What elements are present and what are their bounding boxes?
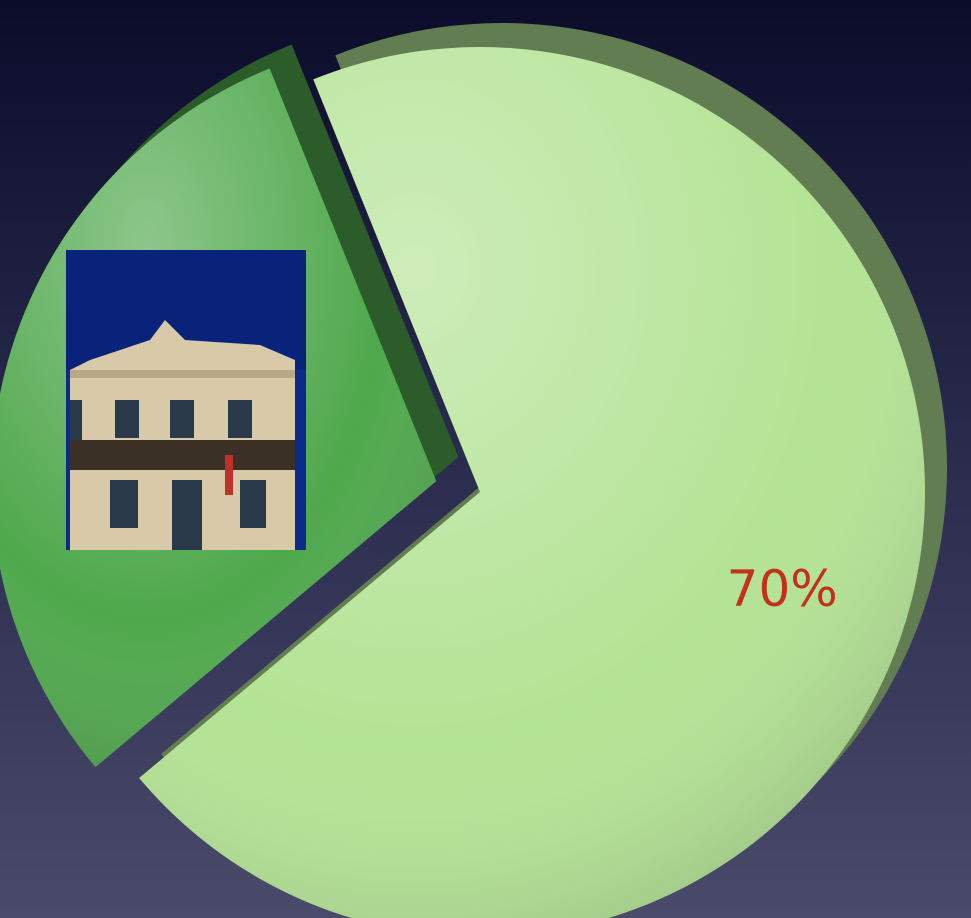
- slice-shade: [139, 47, 925, 918]
- photo: [66, 250, 306, 550]
- value-label: 70%: [727, 560, 838, 618]
